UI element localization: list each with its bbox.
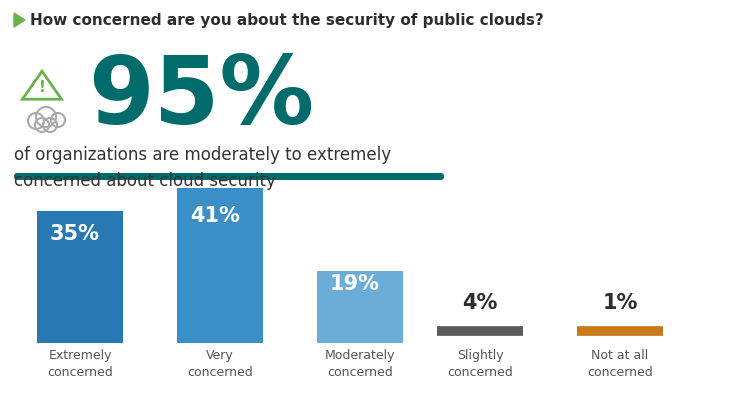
- Text: 19%: 19%: [329, 274, 380, 294]
- Text: 4%: 4%: [462, 293, 498, 313]
- Text: How concerned are you about the security of public clouds?: How concerned are you about the security…: [30, 13, 544, 28]
- FancyBboxPatch shape: [176, 188, 263, 343]
- Circle shape: [51, 113, 65, 127]
- Text: Extremely
concerned: Extremely concerned: [47, 349, 113, 379]
- Text: Very
concerned: Very concerned: [187, 349, 253, 379]
- Text: Not at all
concerned: Not at all concerned: [587, 349, 653, 379]
- Text: Slightly
concerned: Slightly concerned: [447, 349, 513, 379]
- Circle shape: [35, 118, 49, 132]
- Text: of organizations are moderately to extremely
concerned about cloud security: of organizations are moderately to extre…: [14, 146, 391, 191]
- Polygon shape: [23, 71, 62, 99]
- Circle shape: [36, 107, 56, 127]
- Text: 35%: 35%: [50, 224, 100, 245]
- Text: 41%: 41%: [190, 206, 240, 226]
- FancyBboxPatch shape: [317, 271, 403, 343]
- FancyBboxPatch shape: [37, 211, 123, 343]
- Circle shape: [28, 113, 44, 129]
- Text: Moderately
concerned: Moderately concerned: [325, 349, 395, 379]
- Polygon shape: [14, 13, 25, 27]
- Circle shape: [43, 118, 57, 132]
- Text: 95%: 95%: [88, 52, 314, 144]
- Text: 1%: 1%: [602, 293, 638, 313]
- Text: !: !: [38, 79, 45, 94]
- FancyBboxPatch shape: [14, 173, 444, 180]
